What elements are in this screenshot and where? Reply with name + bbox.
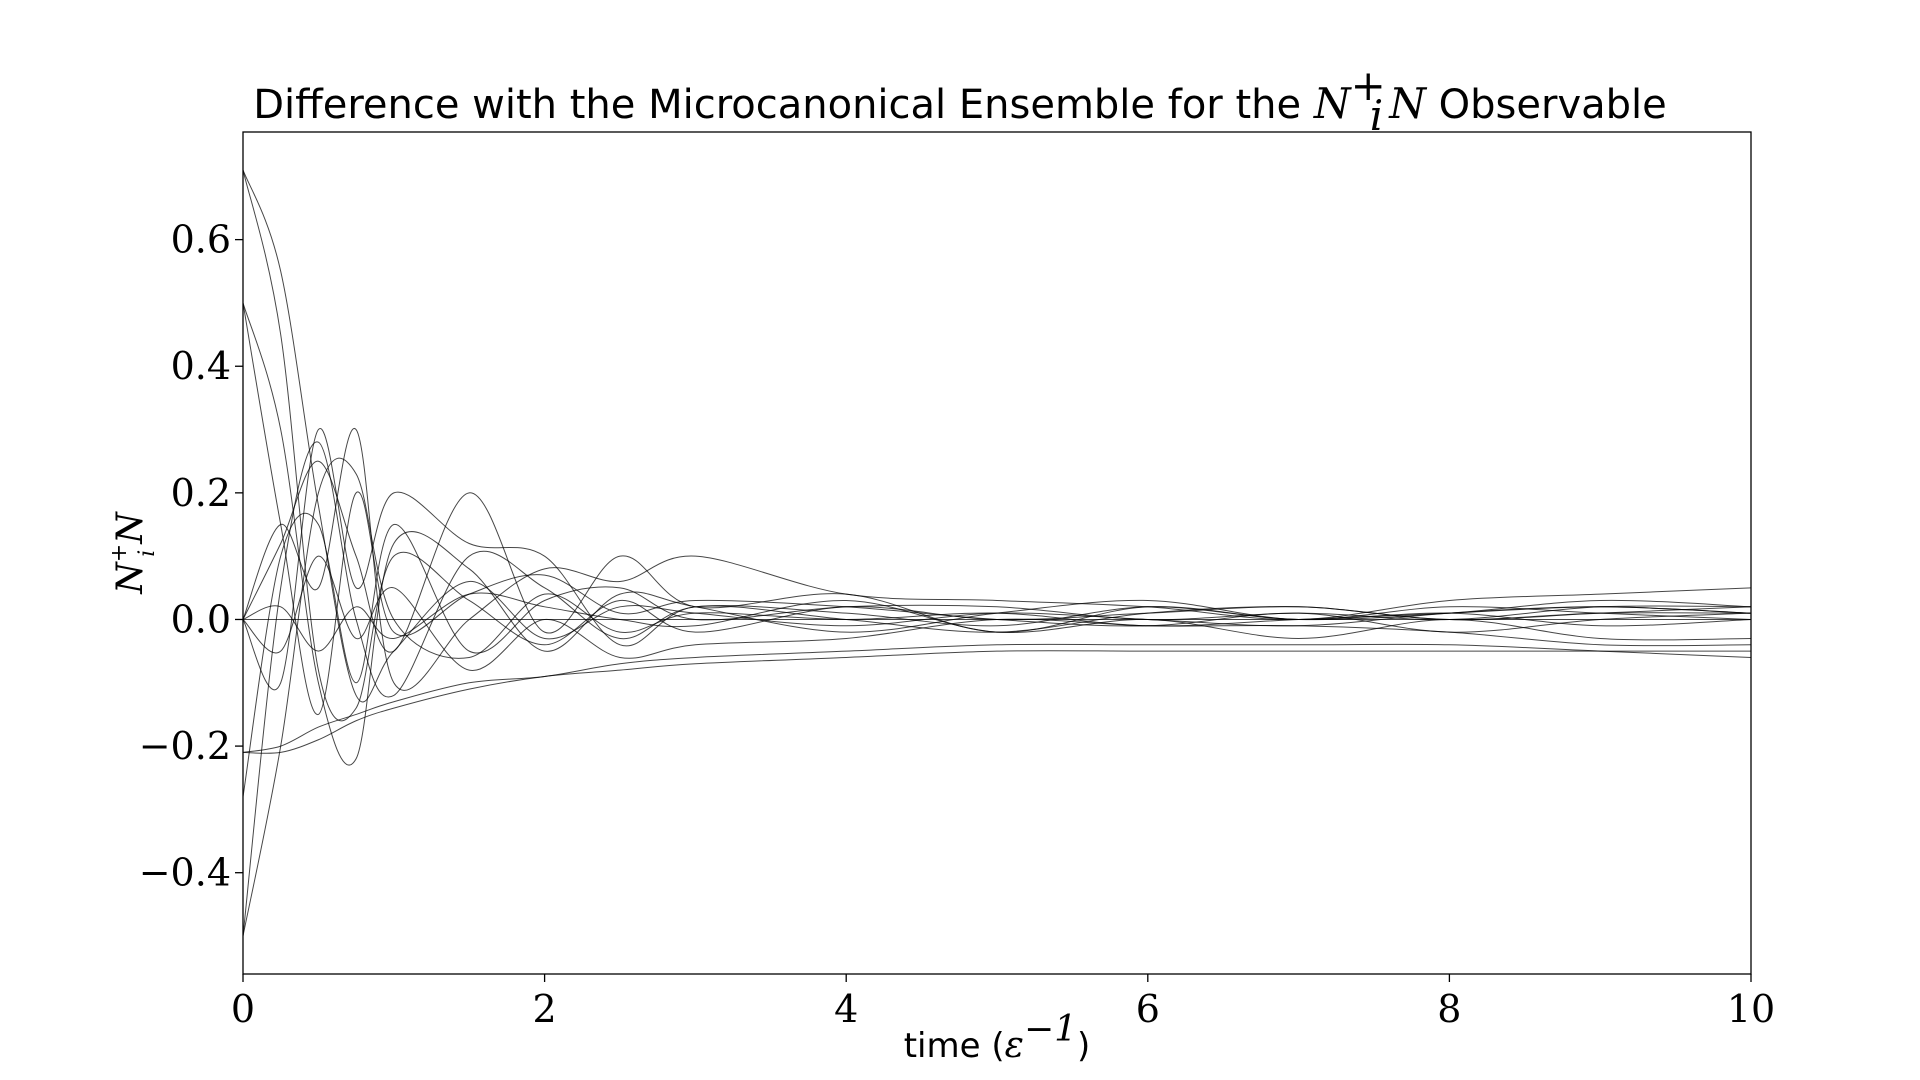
y-tick-label: 0.0 bbox=[171, 597, 231, 641]
chart-title-math-sub: i bbox=[1370, 91, 1383, 140]
chart-title-suffix: Observable bbox=[1426, 82, 1667, 128]
y-axis-ticks: −0.4 −0.2 0.0 0.2 0.4 0.6 bbox=[139, 218, 243, 895]
x-axis-label-math: ε bbox=[1005, 1025, 1024, 1066]
series-line-11 bbox=[242, 428, 1752, 691]
chart-title-prefix: Difference with the Microcanonical Ensem… bbox=[253, 82, 1314, 128]
x-axis-label-close: ) bbox=[1077, 1026, 1090, 1066]
x-tick-label: 8 bbox=[1437, 987, 1461, 1031]
series-line-1 bbox=[242, 169, 1752, 703]
chart-title-math-base: N bbox=[1313, 79, 1352, 128]
series-line-14 bbox=[242, 555, 1752, 671]
y-tick-label: 0.2 bbox=[171, 471, 231, 515]
y-tick-label: −0.4 bbox=[139, 851, 231, 895]
x-axis-label-text: time ( bbox=[904, 1026, 1005, 1066]
series-line-10 bbox=[242, 460, 1752, 653]
x-axis-ticks: 0 2 4 6 8 10 bbox=[231, 974, 1775, 1031]
x-tick-label: 2 bbox=[533, 987, 557, 1031]
series-group bbox=[242, 169, 1752, 937]
y-axis-label-base: N bbox=[110, 561, 151, 595]
y-axis-label-sub: i bbox=[135, 550, 160, 557]
series-line-4 bbox=[242, 302, 1752, 715]
x-tick-label: 10 bbox=[1727, 987, 1775, 1031]
series-line-3 bbox=[242, 302, 1752, 766]
series-line-13 bbox=[242, 428, 1752, 691]
x-tick-label: 0 bbox=[231, 987, 255, 1031]
y-axis-label-tail: N bbox=[110, 511, 151, 545]
series-line-8 bbox=[242, 650, 1751, 754]
y-tick-label: 0.6 bbox=[171, 218, 231, 262]
series-line-9 bbox=[242, 643, 1752, 753]
series-line-2 bbox=[242, 169, 1752, 722]
chart-title-math-tail: N bbox=[1388, 79, 1427, 128]
series-line-12 bbox=[242, 592, 1752, 652]
chart-title-math-sup: + bbox=[1351, 61, 1386, 110]
y-axis-label: N+ iN bbox=[107, 511, 160, 595]
series-line-5 bbox=[242, 457, 1752, 937]
y-tick-label: −0.2 bbox=[139, 724, 231, 768]
x-axis-label-sup: −1 bbox=[1024, 1009, 1077, 1050]
y-axis-label-sup: + bbox=[107, 544, 132, 562]
plot-frame bbox=[242, 131, 1752, 975]
chart-title: Difference with the Microcanonical Ensem… bbox=[253, 61, 1667, 140]
x-axis-label: time (ε−1) bbox=[904, 1009, 1091, 1066]
x-tick-label: 4 bbox=[834, 987, 858, 1031]
x-tick-label: 6 bbox=[1136, 987, 1160, 1031]
y-tick-label: 0.4 bbox=[171, 344, 231, 388]
svg-text:N+iN: N+ iN bbox=[107, 511, 160, 595]
